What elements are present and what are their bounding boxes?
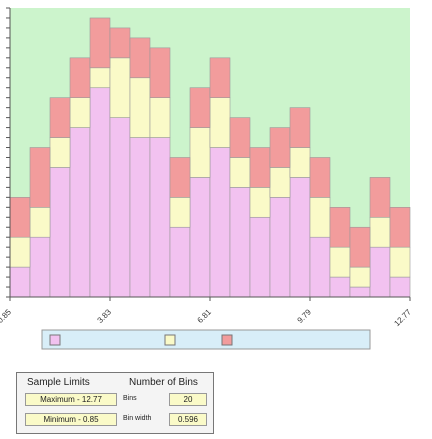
x-tick-label: 0.85 — [0, 307, 13, 325]
maximum-field[interactable]: Maximum - 12.77 — [25, 393, 117, 406]
bar — [69, 127, 91, 298]
bar — [309, 236, 331, 298]
bar — [69, 57, 91, 98]
bar — [49, 97, 71, 138]
legend-swatch — [49, 334, 61, 346]
bar — [389, 276, 411, 298]
minimum-field[interactable]: Minimum - 0.85 — [25, 413, 117, 426]
bar — [329, 207, 351, 248]
settings-panel: Sample Limits Number of Bins Maximum - 1… — [16, 372, 214, 434]
bar — [169, 197, 191, 228]
bar — [49, 167, 71, 298]
x-tick-label: 9.79 — [296, 307, 314, 325]
bar — [129, 37, 151, 79]
field-label: Bins — [123, 395, 137, 402]
section-title: Number of Bins — [129, 377, 198, 388]
bar — [369, 177, 391, 218]
bar — [309, 157, 331, 198]
bar — [49, 137, 71, 168]
bar — [369, 246, 391, 298]
legend-swatch — [221, 334, 233, 346]
bar — [169, 226, 191, 298]
section-title: Sample Limits — [27, 377, 90, 388]
bar — [109, 117, 131, 298]
bar — [389, 207, 411, 248]
bar — [129, 77, 151, 138]
x-tick-label: 3.83 — [96, 307, 114, 325]
bar — [209, 57, 231, 98]
bar — [349, 286, 371, 298]
bar — [289, 177, 311, 298]
bar — [29, 147, 51, 208]
bar — [229, 187, 251, 298]
bar — [89, 17, 111, 69]
bar — [109, 57, 131, 118]
bar — [189, 87, 211, 128]
bar — [369, 216, 391, 248]
bar — [129, 137, 151, 298]
bar — [249, 147, 271, 188]
bar — [389, 246, 411, 278]
bar — [349, 226, 371, 268]
bar — [169, 157, 191, 198]
bar — [209, 97, 231, 148]
chart: 0.85 3.83 6.81 9.79 12.77 — [0, 7, 413, 350]
bar — [249, 216, 271, 298]
bar — [269, 127, 291, 168]
bar — [109, 27, 131, 59]
bar — [229, 117, 251, 158]
bar — [269, 167, 291, 198]
bar — [149, 137, 171, 298]
bar — [29, 207, 51, 238]
bar — [69, 97, 91, 128]
x-tick-label: 12.77 — [392, 307, 413, 328]
bin-width-field[interactable]: 0.596 — [169, 413, 207, 426]
bar — [329, 246, 351, 278]
bar — [329, 276, 351, 298]
bar — [229, 157, 251, 188]
bar — [209, 147, 231, 298]
bar — [29, 236, 51, 298]
bar — [269, 197, 291, 298]
bar — [289, 107, 311, 148]
bar — [349, 266, 371, 288]
bar — [9, 266, 31, 298]
bar — [89, 87, 111, 298]
bar — [89, 67, 111, 89]
bar — [309, 197, 331, 238]
field-label: Bin width — [123, 415, 152, 422]
bins-field[interactable]: 20 — [169, 393, 207, 406]
legend-box — [41, 329, 371, 350]
legend-swatch — [164, 334, 176, 346]
bar — [149, 97, 171, 138]
bar — [249, 187, 271, 218]
bar — [9, 197, 31, 238]
bar — [189, 177, 211, 298]
bar — [149, 47, 171, 98]
x-tick-label: 6.81 — [196, 307, 214, 325]
bar — [9, 236, 31, 268]
bar — [189, 127, 211, 178]
bar — [289, 147, 311, 178]
